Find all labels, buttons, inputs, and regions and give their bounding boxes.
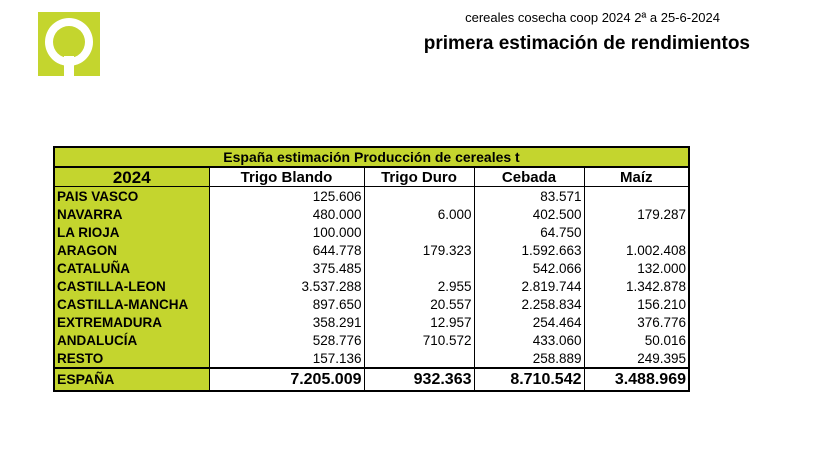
value-cell: 542.066: [474, 259, 585, 277]
value-cell: 358.291: [209, 313, 365, 331]
region-cell: LA RIOJA: [53, 223, 210, 241]
value-cell: 644.778: [209, 241, 365, 259]
region-cell: ARAGON: [53, 241, 210, 259]
value-cell: 1.592.663: [474, 241, 585, 259]
region-cell: CATALUÑA: [53, 259, 210, 277]
value-cell: 64.750: [474, 223, 585, 241]
value-cell: 3.488.969: [584, 367, 690, 392]
value-cell: 249.395: [584, 349, 690, 368]
table-header-row: 2024 Trigo Blando Trigo Duro Cebada Maíz: [53, 167, 690, 187]
value-cell: 179.323: [364, 241, 475, 259]
value-cell: [364, 223, 475, 241]
value-cell: 897.650: [209, 295, 365, 313]
value-cell: [364, 349, 475, 368]
column-header: Trigo Blando: [208, 167, 365, 187]
table-row: CASTILLA-MANCHA 897.650 20.557 2.258.834 156…: [53, 295, 690, 313]
value-cell: 20.557: [364, 295, 475, 313]
value-cell: 1.002.408: [584, 241, 690, 259]
value-cell: [584, 223, 690, 241]
value-cell: 179.287: [584, 205, 690, 223]
value-cell: 50.016: [584, 331, 690, 349]
region-cell: RESTO: [53, 349, 210, 368]
value-cell: 1.342.878: [584, 277, 690, 295]
table-caption: España estimación Producción de cereales…: [53, 146, 690, 168]
value-cell: 402.500: [474, 205, 585, 223]
column-header: Trigo Duro: [363, 167, 475, 187]
value-cell: 2.955: [364, 277, 475, 295]
header-subtitle: cereales cosecha coop 2024 2ª a 25-6-202…: [465, 10, 720, 25]
value-cell: 2.819.744: [474, 277, 585, 295]
value-cell: 3.537.288: [209, 277, 365, 295]
value-cell: [364, 259, 475, 277]
table-row: PAIS VASCO 125.606 83.571: [53, 186, 690, 205]
value-cell: 125.606: [209, 186, 365, 205]
page-title: primera estimación de rendimientos: [423, 33, 750, 54]
value-cell: 8.710.542: [474, 367, 585, 392]
column-header: Cebada: [473, 167, 585, 187]
value-cell: 376.776: [584, 313, 690, 331]
production-table: España estimación Producción de cereales…: [53, 146, 690, 392]
value-cell: 2.258.834: [474, 295, 585, 313]
value-cell: 710.572: [364, 331, 475, 349]
value-cell: 6.000: [364, 205, 475, 223]
value-cell: 375.485: [209, 259, 365, 277]
region-cell: ANDALUCÍA: [53, 331, 210, 349]
table-row: EXTREMADURA 358.291 12.957 254.464 376.776: [53, 313, 690, 331]
value-cell: 528.776: [209, 331, 365, 349]
value-cell: 480.000: [209, 205, 365, 223]
column-header: Maíz: [583, 167, 690, 187]
table-row: NAVARRA 480.000 6.000 402.500 179.287: [53, 205, 690, 223]
region-cell: CASTILLA-MANCHA: [53, 295, 210, 313]
region-cell: ESPAÑA: [53, 367, 210, 392]
table-row: RESTO 157.136 258.889 249.395: [53, 349, 690, 368]
table-row: CASTILLA-LEON 3.537.288 2.955 2.819.744 1.34…: [53, 277, 690, 295]
table-row: LA RIOJA 100.000 64.750: [53, 223, 690, 241]
region-cell: EXTREMADURA: [53, 313, 210, 331]
value-cell: 156.210: [584, 295, 690, 313]
value-cell: 83.571: [474, 186, 585, 205]
value-cell: 932.363: [364, 367, 475, 392]
value-cell: 7.205.009: [209, 367, 365, 392]
value-cell: 258.889: [474, 349, 585, 368]
value-cell: 12.957: [364, 313, 475, 331]
table-row: ANDALUCÍA 528.776 710.572 433.060 50.016: [53, 331, 690, 349]
value-cell: 100.000: [209, 223, 365, 241]
value-cell: 157.136: [209, 349, 365, 368]
value-cell: [584, 186, 690, 205]
value-cell: 132.000: [584, 259, 690, 277]
region-cell: PAIS VASCO: [53, 186, 210, 205]
value-cell: 433.060: [474, 331, 585, 349]
table-row: CATALUÑA 375.485 542.066 132.000: [53, 259, 690, 277]
value-cell: 254.464: [474, 313, 585, 331]
year-header: 2024: [53, 167, 210, 187]
total-row: ESPAÑA 7.205.009 932.363 8.710.542 3.488.969: [53, 367, 690, 392]
table-caption-row: España estimación Producción de cereales…: [53, 146, 690, 168]
table-row: ARAGON 644.778 179.323 1.592.663 1.002.408: [53, 241, 690, 259]
coop-logo: [38, 12, 100, 76]
region-cell: NAVARRA: [53, 205, 210, 223]
region-cell: CASTILLA-LEON: [53, 277, 210, 295]
value-cell: [364, 186, 475, 205]
